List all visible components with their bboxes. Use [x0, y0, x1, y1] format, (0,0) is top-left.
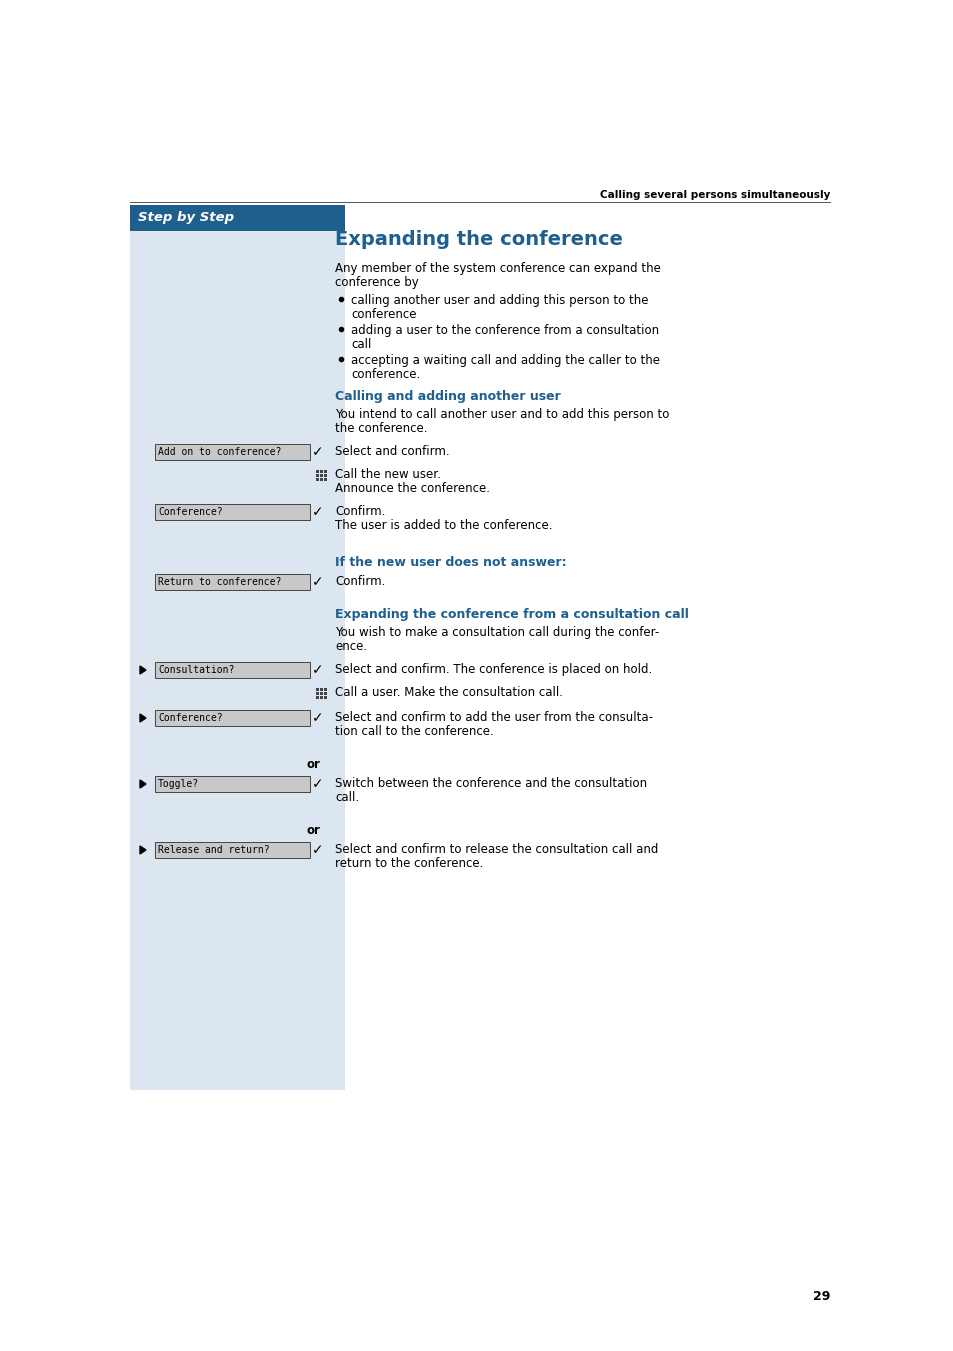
FancyBboxPatch shape	[154, 574, 310, 590]
Text: Select and confirm to add the user from the consulta-: Select and confirm to add the user from …	[335, 711, 652, 724]
Text: Expanding the conference from a consultation call: Expanding the conference from a consulta…	[335, 608, 688, 621]
FancyBboxPatch shape	[324, 478, 327, 481]
Text: Toggle?: Toggle?	[158, 780, 199, 789]
FancyBboxPatch shape	[315, 478, 318, 481]
Text: Calling several persons simultaneously: Calling several persons simultaneously	[599, 190, 829, 200]
Text: conference by: conference by	[335, 276, 418, 289]
Text: Select and confirm.: Select and confirm.	[335, 444, 449, 458]
Text: return to the conference.: return to the conference.	[335, 857, 483, 870]
Text: tion call to the conference.: tion call to the conference.	[335, 725, 494, 738]
Text: Consultation?: Consultation?	[158, 665, 234, 676]
FancyBboxPatch shape	[324, 692, 327, 696]
FancyBboxPatch shape	[130, 205, 345, 231]
FancyBboxPatch shape	[320, 474, 323, 477]
Text: accepting a waiting call and adding the caller to the: accepting a waiting call and adding the …	[351, 354, 659, 367]
Text: ✓: ✓	[312, 711, 323, 725]
Text: Any member of the system conference can expand the: Any member of the system conference can …	[335, 262, 660, 276]
Text: If the new user does not answer:: If the new user does not answer:	[335, 557, 566, 569]
FancyBboxPatch shape	[315, 470, 318, 473]
FancyBboxPatch shape	[320, 696, 323, 700]
Text: call.: call.	[335, 790, 358, 804]
FancyBboxPatch shape	[315, 696, 318, 700]
Text: You intend to call another user and to add this person to: You intend to call another user and to a…	[335, 408, 669, 422]
FancyBboxPatch shape	[315, 474, 318, 477]
Text: ✓: ✓	[312, 444, 323, 459]
Text: Select and confirm. The conference is placed on hold.: Select and confirm. The conference is pl…	[335, 663, 652, 676]
FancyBboxPatch shape	[154, 504, 310, 520]
FancyBboxPatch shape	[320, 478, 323, 481]
Text: ence.: ence.	[335, 640, 367, 653]
FancyBboxPatch shape	[154, 662, 310, 678]
Text: Call a user. Make the consultation call.: Call a user. Make the consultation call.	[335, 686, 562, 698]
Text: You wish to make a consultation call during the confer-: You wish to make a consultation call dur…	[335, 626, 659, 639]
Text: Expanding the conference: Expanding the conference	[335, 230, 622, 249]
FancyBboxPatch shape	[324, 474, 327, 477]
FancyBboxPatch shape	[154, 775, 310, 792]
Text: ✓: ✓	[312, 843, 323, 857]
Text: Calling and adding another user: Calling and adding another user	[335, 390, 560, 403]
Polygon shape	[140, 780, 146, 788]
Text: the conference.: the conference.	[335, 422, 427, 435]
FancyBboxPatch shape	[320, 692, 323, 696]
Text: Step by Step: Step by Step	[138, 212, 233, 224]
FancyBboxPatch shape	[324, 696, 327, 700]
FancyBboxPatch shape	[324, 470, 327, 473]
Text: ✓: ✓	[312, 505, 323, 519]
Text: ✓: ✓	[312, 777, 323, 790]
Text: Switch between the conference and the consultation: Switch between the conference and the co…	[335, 777, 646, 790]
Text: Select and confirm to release the consultation call and: Select and confirm to release the consul…	[335, 843, 658, 857]
Text: Confirm.: Confirm.	[335, 576, 385, 588]
FancyBboxPatch shape	[324, 688, 327, 690]
FancyBboxPatch shape	[320, 688, 323, 690]
Text: ✓: ✓	[312, 576, 323, 589]
FancyBboxPatch shape	[315, 688, 318, 690]
Text: Announce the conference.: Announce the conference.	[335, 482, 490, 494]
Text: call: call	[351, 338, 371, 351]
Text: Conference?: Conference?	[158, 507, 222, 517]
FancyBboxPatch shape	[154, 711, 310, 725]
Text: conference: conference	[351, 308, 416, 322]
Text: conference.: conference.	[351, 367, 420, 381]
Text: Call the new user.: Call the new user.	[335, 467, 440, 481]
FancyBboxPatch shape	[154, 444, 310, 459]
Text: ✓: ✓	[312, 663, 323, 677]
FancyBboxPatch shape	[154, 842, 310, 858]
Text: The user is added to the conference.: The user is added to the conference.	[335, 519, 552, 532]
Text: or: or	[306, 824, 319, 838]
Text: calling another user and adding this person to the: calling another user and adding this per…	[351, 295, 648, 307]
Text: Conference?: Conference?	[158, 713, 222, 723]
FancyBboxPatch shape	[315, 692, 318, 696]
Text: Confirm.: Confirm.	[335, 505, 385, 517]
FancyBboxPatch shape	[320, 470, 323, 473]
Text: or: or	[306, 758, 319, 771]
Text: Release and return?: Release and return?	[158, 844, 270, 855]
Text: adding a user to the conference from a consultation: adding a user to the conference from a c…	[351, 324, 659, 336]
Text: Add on to conference?: Add on to conference?	[158, 447, 281, 457]
Polygon shape	[140, 713, 146, 721]
FancyBboxPatch shape	[130, 205, 345, 1090]
Polygon shape	[140, 666, 146, 674]
Text: 29: 29	[812, 1290, 829, 1302]
Text: Return to conference?: Return to conference?	[158, 577, 281, 586]
Polygon shape	[140, 846, 146, 854]
